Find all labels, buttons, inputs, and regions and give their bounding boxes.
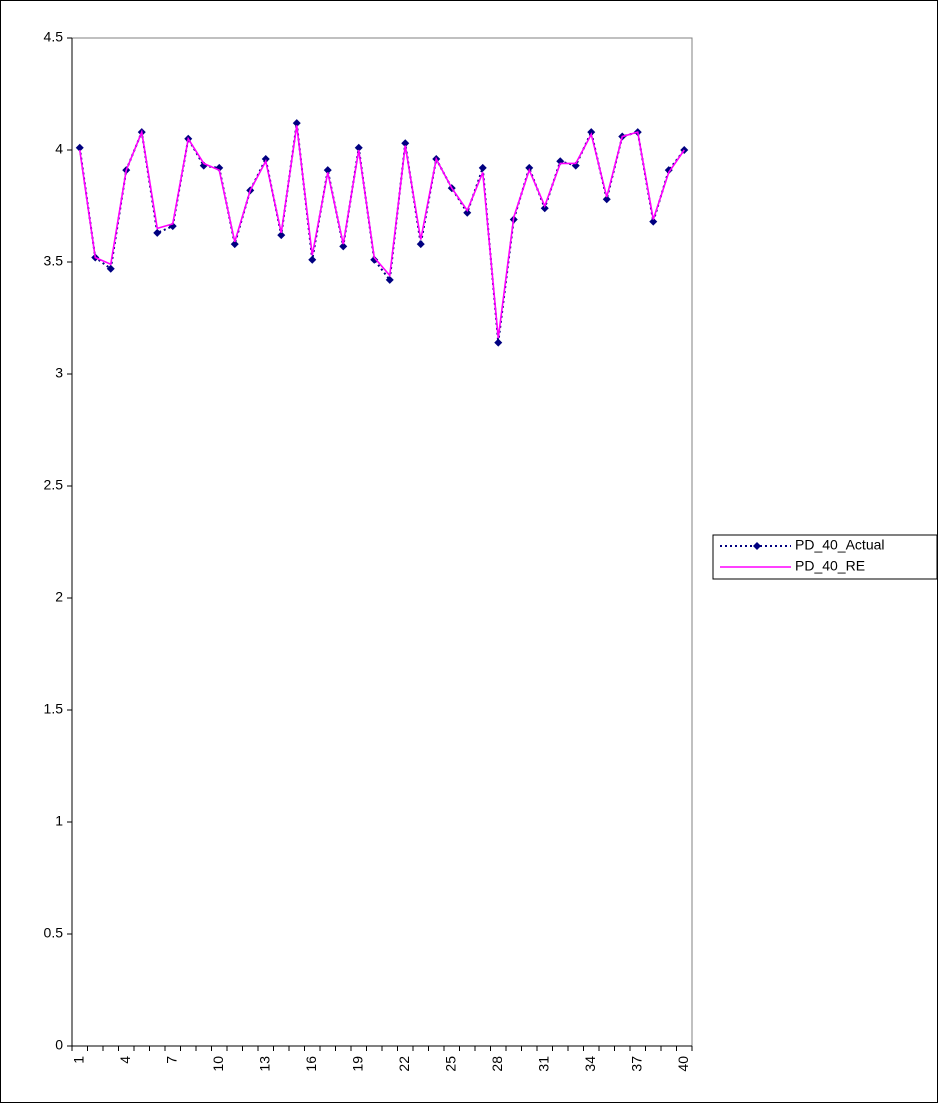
plot-area	[71, 37, 693, 1047]
data-point	[277, 231, 286, 240]
legend-label: PD_40_Actual	[795, 537, 885, 553]
x-tick-label: 4	[117, 1056, 133, 1064]
y-tick-label: 0	[55, 1037, 63, 1053]
data-point	[540, 204, 549, 213]
y-tick-label: 2.5	[44, 477, 64, 493]
x-tick-label: 22	[396, 1056, 412, 1072]
y-tick-label: 1	[55, 813, 63, 829]
x-tick-label: 31	[535, 1056, 551, 1072]
data-point	[649, 217, 658, 226]
x-tick-label: 7	[163, 1056, 179, 1064]
data-point	[153, 228, 162, 237]
data-point	[230, 240, 239, 249]
legend-marker	[753, 542, 761, 550]
data-point	[525, 163, 534, 172]
x-tick-label: 10	[210, 1056, 226, 1072]
data-point	[385, 275, 394, 284]
legend-box	[712, 534, 938, 580]
x-tick-label: 25	[442, 1056, 458, 1072]
y-tick-label: 0.5	[44, 925, 64, 941]
data-point	[463, 208, 472, 217]
x-tick-label: 40	[675, 1056, 691, 1072]
data-point	[323, 166, 332, 175]
data-point	[354, 143, 363, 152]
data-point	[292, 119, 301, 128]
data-point	[75, 143, 84, 152]
data-point	[308, 255, 317, 264]
data-point	[494, 338, 503, 347]
data-point	[106, 264, 115, 273]
y-tick-label: 3.5	[44, 253, 64, 269]
legend-label: PD_40_RE	[795, 558, 865, 574]
data-point	[416, 240, 425, 249]
data-point	[602, 195, 611, 204]
data-point	[478, 163, 487, 172]
x-tick-label: 28	[489, 1056, 505, 1072]
series-line	[78, 125, 685, 339]
y-tick-label: 2	[55, 589, 63, 605]
data-point	[587, 128, 596, 137]
y-tick-label: 4	[55, 141, 63, 157]
x-tick-label: 1	[70, 1056, 86, 1064]
y-tick-label: 3	[55, 365, 63, 381]
x-tick-label: 34	[582, 1056, 598, 1072]
y-tick-label: 1.5	[44, 701, 64, 717]
x-tick-label: 37	[628, 1056, 644, 1072]
data-point	[339, 242, 348, 251]
y-tick-label: 4.5	[44, 29, 64, 45]
x-tick-label: 16	[303, 1056, 319, 1072]
data-point	[261, 154, 270, 163]
data-point	[370, 255, 379, 264]
x-tick-label: 13	[256, 1056, 272, 1072]
data-point	[401, 139, 410, 148]
x-tick-label: 19	[349, 1056, 365, 1072]
